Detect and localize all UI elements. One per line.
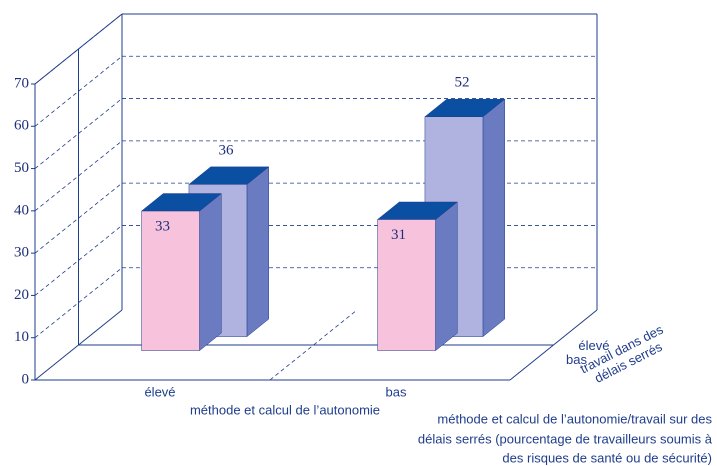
- y-tick-label: 50: [14, 160, 29, 176]
- x-tick-label: bas: [386, 384, 407, 399]
- grid-line: [34, 225, 123, 296]
- bar-side: [246, 166, 269, 338]
- depth-axis-label: travail dans des délais serrés: [578, 321, 666, 385]
- y-tick-label: 70: [14, 75, 29, 91]
- grid-line: [34, 140, 123, 212]
- value-label: 31: [391, 227, 406, 243]
- x-axis-label: méthode et calcul de l’autonomie: [190, 402, 380, 417]
- grid-line: [34, 267, 123, 339]
- bar-side: [435, 201, 458, 352]
- note-line: des risques de santé ou de sécurité): [502, 450, 712, 465]
- y-tick-label: 0: [22, 371, 30, 387]
- bar: [141, 210, 200, 351]
- grid-line: [34, 55, 123, 127]
- bar-side: [199, 193, 222, 352]
- note-line: méthode et calcul de l’autonomie/travail…: [437, 411, 712, 426]
- y-tick-label: 10: [14, 329, 29, 345]
- depth-tick-label: élevé: [578, 338, 609, 353]
- depth-tick-label: bas: [566, 352, 587, 367]
- y-tick-label: 20: [14, 287, 29, 303]
- bar-side: [482, 98, 505, 338]
- value-label: 36: [218, 142, 234, 158]
- value-label: 33: [155, 218, 170, 234]
- y-tick-label: 60: [14, 118, 29, 134]
- bar: [377, 219, 436, 351]
- note-line: délais serrés (pourcentage de travailleu…: [418, 431, 713, 446]
- y-tick-label: 40: [14, 202, 29, 218]
- x-tick-label: élevé: [144, 384, 175, 399]
- grid-line: [34, 13, 123, 85]
- floor-divider: [269, 309, 358, 381]
- grid-line: [34, 182, 123, 254]
- value-label: 52: [454, 75, 469, 91]
- y-tick-label: 30: [14, 245, 29, 261]
- grid-line: [34, 98, 123, 169]
